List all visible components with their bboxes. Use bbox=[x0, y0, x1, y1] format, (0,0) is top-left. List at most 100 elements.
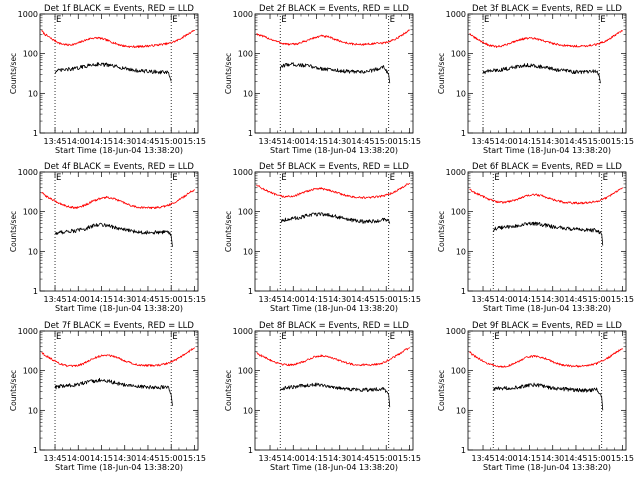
y-tick-label: 1 bbox=[248, 287, 253, 296]
y-axis-label: Counts/sec bbox=[224, 211, 233, 252]
y-tick-label: 1000 bbox=[446, 10, 466, 19]
plot-frame bbox=[467, 13, 627, 134]
detector-panel: Det 1f BLACK = Events, RED = LLD 1 10 100 10… bbox=[9, 4, 206, 155]
event-marker-label: E bbox=[494, 173, 499, 183]
x-tick-label: 14:00 bbox=[282, 295, 305, 304]
x-tick-label: 14:30 bbox=[328, 295, 351, 304]
y-tick-label: 1000 bbox=[446, 168, 466, 177]
y-tick-label: 1 bbox=[248, 446, 253, 455]
x-tick-label: 15:15 bbox=[398, 295, 421, 304]
x-tick-label: 13:45 bbox=[258, 137, 281, 146]
y-tick-label: 100 bbox=[23, 367, 38, 376]
y-axis-label: Counts/sec bbox=[9, 53, 18, 94]
event-marker-label: E bbox=[390, 15, 395, 25]
event-marker-label: E bbox=[56, 173, 61, 183]
y-axis-label: Counts/sec bbox=[224, 53, 233, 94]
panel-title: Det 3f BLACK = Events, RED = LLD bbox=[472, 4, 622, 14]
x-tick-label: 13:45 bbox=[43, 137, 66, 146]
x-axis-label: Start Time (18-Jun-04 13:38:20) bbox=[270, 146, 398, 155]
x-tick-label: 15:00 bbox=[160, 454, 183, 463]
x-tick-label: 15:00 bbox=[375, 137, 398, 146]
plot-frame bbox=[467, 171, 627, 292]
panel-title: Det 8f BLACK = Events, RED = LLD bbox=[259, 321, 409, 331]
events-series-line bbox=[54, 62, 172, 82]
events-series-line bbox=[279, 62, 391, 84]
x-tick-label: 15:15 bbox=[398, 454, 421, 463]
y-tick-label: 10 bbox=[243, 247, 253, 256]
lld-series-line bbox=[469, 348, 624, 368]
x-tick-label: 14:30 bbox=[541, 295, 564, 304]
events-series-line bbox=[54, 222, 173, 247]
x-tick-label: 15:00 bbox=[160, 295, 183, 304]
panel-title: Det 7f BLACK = Events, RED = LLD bbox=[44, 321, 194, 331]
x-axis-label: Start Time (18-Jun-04 13:38:20) bbox=[483, 463, 611, 472]
x-tick-label: 14:15 bbox=[518, 137, 541, 146]
x-tick-label: 14:30 bbox=[541, 137, 564, 146]
y-tick-label: 1 bbox=[461, 287, 466, 296]
events-series-line bbox=[280, 212, 391, 224]
x-tick-label: 14:15 bbox=[518, 454, 541, 463]
x-tick-label: 14:15 bbox=[518, 295, 541, 304]
lld-series-line bbox=[41, 189, 196, 210]
x-tick-label: 14:30 bbox=[113, 137, 136, 146]
y-axis-label: Counts/sec bbox=[224, 370, 233, 411]
lld-series-line bbox=[256, 347, 411, 367]
y-tick-label: 100 bbox=[451, 50, 466, 59]
y-tick-label: 10 bbox=[243, 89, 253, 98]
y-tick-label: 100 bbox=[238, 208, 253, 217]
x-tick-label: 14:00 bbox=[282, 137, 305, 146]
x-tick-label: 15:15 bbox=[183, 295, 206, 304]
event-marker-label: E bbox=[484, 15, 489, 25]
x-tick-label: 14:45 bbox=[351, 137, 374, 146]
y-tick-label: 1 bbox=[33, 287, 38, 296]
plot-frame bbox=[254, 13, 414, 134]
x-tick-label: 14:45 bbox=[351, 454, 374, 463]
x-tick-label: 14:00 bbox=[67, 295, 90, 304]
x-tick-label: 15:00 bbox=[588, 454, 611, 463]
y-tick-label: 10 bbox=[456, 247, 466, 256]
x-axis-label: Start Time (18-Jun-04 13:38:20) bbox=[270, 463, 398, 472]
x-tick-label: 14:00 bbox=[495, 295, 518, 304]
x-tick-label: 14:45 bbox=[351, 295, 374, 304]
y-tick-label: 10 bbox=[456, 89, 466, 98]
y-tick-label: 100 bbox=[451, 367, 466, 376]
x-tick-label: 13:45 bbox=[471, 454, 494, 463]
detector-panel: Det 9f BLACK = Events, RED = LLD 1 10 100 10… bbox=[437, 321, 634, 472]
y-tick-label: 1 bbox=[33, 129, 38, 138]
x-tick-label: 14:00 bbox=[67, 454, 90, 463]
x-tick-label: 13:45 bbox=[258, 295, 281, 304]
event-marker-label: E bbox=[600, 15, 605, 25]
lld-series-line bbox=[41, 29, 196, 49]
y-tick-label: 10 bbox=[28, 247, 38, 256]
y-tick-label: 10 bbox=[456, 406, 466, 415]
event-marker-label: E bbox=[172, 15, 177, 25]
event-marker-label: E bbox=[494, 332, 499, 342]
x-tick-label: 14:15 bbox=[305, 454, 328, 463]
y-tick-label: 1 bbox=[461, 446, 466, 455]
plot-frame bbox=[254, 330, 414, 451]
detector-panel: Det 2f BLACK = Events, RED = LLD 1 10 100 10… bbox=[224, 4, 421, 155]
detector-panel: Det 3f BLACK = Events, RED = LLD 1 10 100 10… bbox=[437, 4, 634, 155]
x-axis-label: Start Time (18-Jun-04 13:38:20) bbox=[55, 146, 183, 155]
event-marker-label: E bbox=[281, 15, 286, 25]
x-axis-label: Start Time (18-Jun-04 13:38:20) bbox=[55, 463, 183, 472]
x-tick-label: 14:45 bbox=[136, 295, 159, 304]
x-tick-label: 14:15 bbox=[90, 137, 113, 146]
plot-frame bbox=[39, 171, 199, 292]
x-tick-label: 14:30 bbox=[113, 295, 136, 304]
x-tick-label: 14:45 bbox=[136, 454, 159, 463]
x-tick-label: 15:00 bbox=[588, 137, 611, 146]
y-axis-label: Counts/sec bbox=[437, 211, 446, 252]
detector-panel: Det 7f BLACK = Events, RED = LLD 1 10 100 10… bbox=[9, 321, 206, 472]
x-tick-label: 13:45 bbox=[471, 137, 494, 146]
y-tick-label: 10 bbox=[28, 406, 38, 415]
detector-panel: Det 6f BLACK = Events, RED = LLD 1 10 100 10… bbox=[437, 162, 634, 313]
x-tick-label: 14:45 bbox=[136, 137, 159, 146]
y-tick-label: 10 bbox=[28, 89, 38, 98]
event-marker-label: E bbox=[56, 15, 61, 25]
detector-panel: Det 8f BLACK = Events, RED = LLD 1 10 100 10… bbox=[224, 321, 421, 472]
events-series-line bbox=[493, 382, 604, 411]
x-tick-label: 14:00 bbox=[495, 137, 518, 146]
event-marker-label: E bbox=[390, 332, 395, 342]
